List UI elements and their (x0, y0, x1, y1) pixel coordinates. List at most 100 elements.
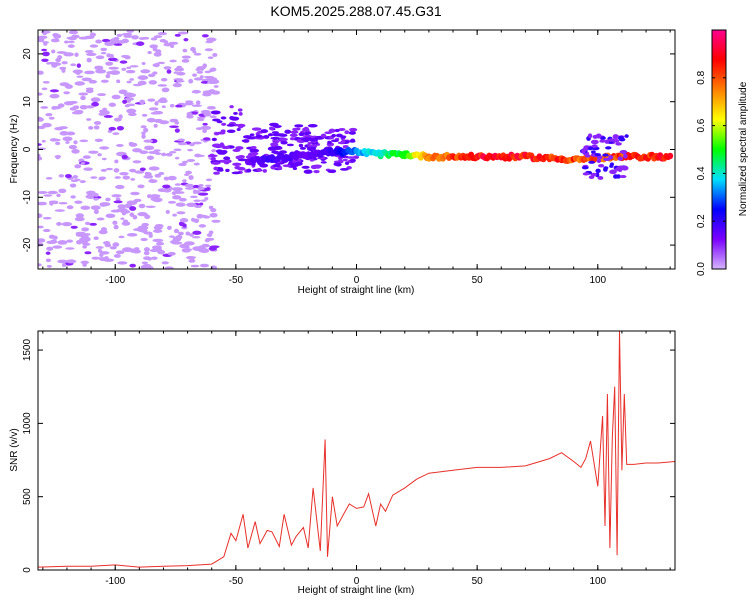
spectrogram-cell (192, 189, 197, 195)
spectrogram-cell (169, 151, 177, 154)
spectrogram-cell (100, 168, 107, 172)
spectrogram-cell (233, 111, 238, 115)
spectrogram-cell (116, 33, 123, 37)
spectrogram-cell (307, 141, 312, 145)
spectrogram-cell (193, 199, 202, 202)
spectrogram-cell (237, 125, 244, 129)
spectrogram-cell (72, 69, 84, 74)
spectrogram-cell (90, 176, 98, 179)
spectrogram-cell (596, 158, 602, 164)
spectrogram-cell (292, 167, 298, 170)
spectrogram-cell (129, 212, 135, 217)
spectrogram-cell (115, 184, 125, 190)
spectrogram-cell (97, 153, 102, 157)
spectrogram-cell (262, 168, 268, 173)
spectrogram-cell (172, 213, 177, 217)
spectrogram-cell (205, 40, 214, 44)
spectrogram-cell (177, 231, 184, 236)
spectrogram-cell (48, 116, 55, 120)
spectrogram-cell (211, 143, 222, 148)
spectrogram-cell (235, 155, 241, 160)
spectrogram-cell (619, 175, 627, 179)
spectrogram-cell (141, 61, 146, 65)
spectrogram-cell (102, 107, 107, 111)
spectrogram-cell (38, 191, 48, 194)
spectrogram-cell (237, 108, 243, 112)
spectrogram-cell (76, 63, 82, 68)
spectrogram-cell (192, 230, 202, 235)
x-tick-label: 50 (472, 576, 484, 587)
spectrogram-cell (241, 139, 250, 143)
spectrogram-cell (132, 160, 142, 164)
spectrogram-cell (331, 133, 337, 138)
spectrogram-cell (146, 155, 155, 160)
spectrogram-cell (64, 40, 69, 44)
spectrogram-cell (599, 139, 606, 143)
spectrogram-cell (152, 71, 158, 75)
spectrogram-cell (161, 261, 169, 265)
spectrogram-cell (216, 120, 223, 124)
spectrogram-cell (199, 248, 210, 254)
spectrogram-cell (68, 30, 79, 35)
spectrogram-cell (123, 92, 134, 98)
spectrogram-cell (132, 228, 143, 232)
spectrogram-cell (58, 174, 65, 178)
spectrogram-cell (84, 49, 94, 54)
spectrogram-cell (249, 133, 255, 137)
spectrogram-cell (112, 220, 118, 225)
spectrogram-cell (45, 112, 53, 117)
spectrogram-cell (62, 136, 73, 142)
spectrogram-cell (344, 130, 350, 135)
spectrogram-cell (212, 52, 218, 57)
spectrogram-cell (99, 146, 110, 150)
spectrogram-cell (320, 133, 327, 138)
spectrogram-cell (309, 137, 318, 142)
spectrogram-cell (198, 224, 207, 228)
spectrogram-cell (93, 209, 99, 214)
spectrogram-cell (103, 115, 114, 118)
spectrogram-cell (143, 247, 150, 252)
spectrogram-cell (140, 69, 151, 74)
spectrogram-cell (139, 150, 149, 155)
spectrogram-cell (173, 148, 182, 152)
spectrogram-cell (153, 35, 163, 39)
spectrogram-cell (193, 162, 200, 166)
spectrogram-cell (111, 209, 119, 213)
spectrogram-cell (68, 145, 78, 150)
spectrogram-cell (342, 158, 348, 162)
spectrogram-cell (128, 112, 137, 117)
spectrogram-cell (151, 245, 162, 250)
spectrogram-marks (38, 30, 674, 269)
spectrogram-cell (584, 154, 591, 158)
spectrogram-cell (80, 205, 91, 210)
spectrogram-cell (132, 249, 141, 254)
spectrogram-cell (188, 259, 196, 263)
spectrogram-cell (42, 228, 51, 233)
spectrogram-cell (144, 145, 155, 151)
spectrogram-cell (299, 146, 307, 150)
spectrogram-cell (121, 32, 133, 36)
spectrogram-cell (148, 179, 158, 184)
spectrogram-cell (85, 88, 94, 94)
spectrogram-cell (173, 78, 184, 81)
spectrogram-cell (295, 127, 301, 131)
spectrogram-cell (156, 241, 165, 246)
spectrogram-cell (152, 63, 160, 68)
spectrogram-cell (339, 167, 349, 171)
spectrogram-cell (105, 197, 111, 202)
spectrogram-cell (38, 117, 44, 122)
spectrogram-cell (84, 251, 92, 255)
spectrogram-cell (234, 165, 241, 170)
spectrogram-cell (597, 176, 604, 180)
spectrogram-cell (73, 140, 78, 145)
spectrogram-cell (79, 231, 86, 237)
spectrogram-cell (74, 200, 83, 204)
spectrogram-cell (88, 79, 98, 84)
spectrogram-cell (143, 256, 152, 261)
spectrogram-cell (173, 228, 180, 234)
spectrogram-cell (164, 266, 174, 269)
spectrogram-cell (108, 66, 119, 70)
spectrogram-cell (59, 66, 67, 70)
spectrogram-cell (174, 128, 180, 133)
